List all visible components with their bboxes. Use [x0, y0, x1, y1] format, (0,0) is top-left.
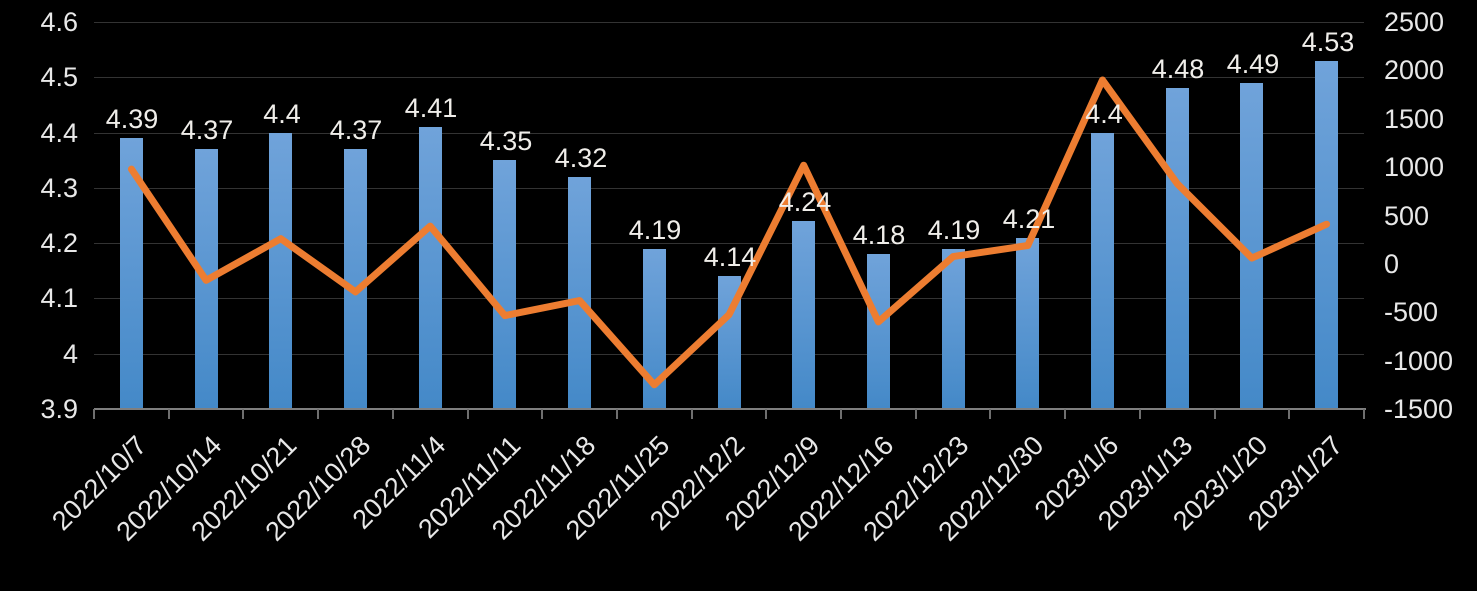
bar	[120, 138, 143, 408]
bar-value-label: 4.4	[1085, 99, 1123, 129]
x-axis-line	[94, 408, 1366, 410]
x-axis-tick	[317, 409, 319, 419]
bar	[643, 249, 666, 408]
y-axis-right-tick-label: 1500	[1384, 104, 1445, 134]
bar-value-label: 4.37	[329, 115, 383, 145]
x-axis-tick	[989, 409, 991, 419]
x-axis-tick	[1363, 409, 1365, 419]
bar-value-label: 4.37	[180, 115, 234, 145]
y-axis-left-tick-label: 4.5	[40, 62, 78, 92]
y-axis-right-tick-label: 1000	[1384, 152, 1445, 182]
bar	[344, 149, 367, 408]
bar	[568, 177, 591, 408]
x-axis-tick	[840, 409, 842, 419]
bar-value-label: 4.32	[554, 143, 608, 173]
bar	[942, 249, 965, 408]
y-axis-left-tick-label: 4.2	[40, 228, 78, 258]
x-axis-tick	[691, 409, 693, 419]
bar-value-label: 4.18	[852, 220, 906, 250]
gridline	[94, 22, 1364, 23]
y-axis-left-tick-label: 4.4	[40, 118, 78, 148]
bar	[493, 160, 516, 408]
y-axis-right-tick-label: 2000	[1384, 55, 1445, 85]
x-axis-tick	[168, 409, 170, 419]
x-axis-tick	[1139, 409, 1141, 419]
x-axis-tick	[765, 409, 767, 419]
bar	[195, 149, 218, 408]
x-axis-tick	[915, 409, 917, 419]
bar-value-label: 4.19	[628, 215, 682, 245]
bar-value-label: 4.48	[1151, 54, 1205, 84]
x-axis-tick	[1214, 409, 1216, 419]
bar-value-label: 4.39	[105, 104, 159, 134]
y-axis-right-tick-label: -1000	[1384, 346, 1454, 376]
bar	[269, 133, 292, 408]
bar	[419, 127, 442, 408]
bar-value-label: 4.35	[479, 126, 533, 156]
bar-value-label: 4.24	[778, 187, 832, 217]
bar-value-label: 4.19	[927, 215, 981, 245]
bar	[867, 254, 890, 408]
bar	[718, 276, 741, 408]
x-axis-tick	[392, 409, 394, 419]
y-axis-left-tick-label: 4	[62, 339, 78, 369]
y-axis-right-tick-label: 2500	[1384, 7, 1445, 37]
bar	[1091, 133, 1114, 408]
bar	[1166, 88, 1189, 408]
bar-value-label: 4.49	[1226, 49, 1280, 79]
x-axis-tick	[93, 409, 95, 419]
x-axis-tick	[1288, 409, 1290, 419]
x-axis-tick	[467, 409, 469, 419]
bar-value-label: 4.14	[703, 242, 757, 272]
bar	[1016, 238, 1039, 408]
x-axis-tick	[242, 409, 244, 419]
y-axis-left-tick-label: 4.6	[40, 7, 78, 37]
y-axis-left-tick-label: 4.1	[40, 283, 78, 313]
bar	[1315, 61, 1338, 408]
y-axis-right-tick-label: 0	[1384, 249, 1400, 279]
y-axis-left-tick-label: 3.9	[40, 394, 78, 424]
bar-value-label: 4.53	[1301, 27, 1355, 57]
x-axis-tick	[541, 409, 543, 419]
y-axis-right-tick-label: -500	[1384, 297, 1439, 327]
x-axis-tick	[616, 409, 618, 419]
bar-value-label: 4.41	[404, 93, 458, 123]
x-axis-tick	[1064, 409, 1066, 419]
bar	[792, 221, 815, 408]
bar	[1240, 83, 1263, 408]
y-axis-left-tick-label: 4.3	[40, 173, 78, 203]
y-axis-right-tick-label: -1500	[1384, 394, 1454, 424]
y-axis-right-tick-label: 500	[1384, 201, 1430, 231]
bar-value-label: 4.21	[1002, 204, 1056, 234]
bar-value-label: 4.4	[263, 99, 301, 129]
